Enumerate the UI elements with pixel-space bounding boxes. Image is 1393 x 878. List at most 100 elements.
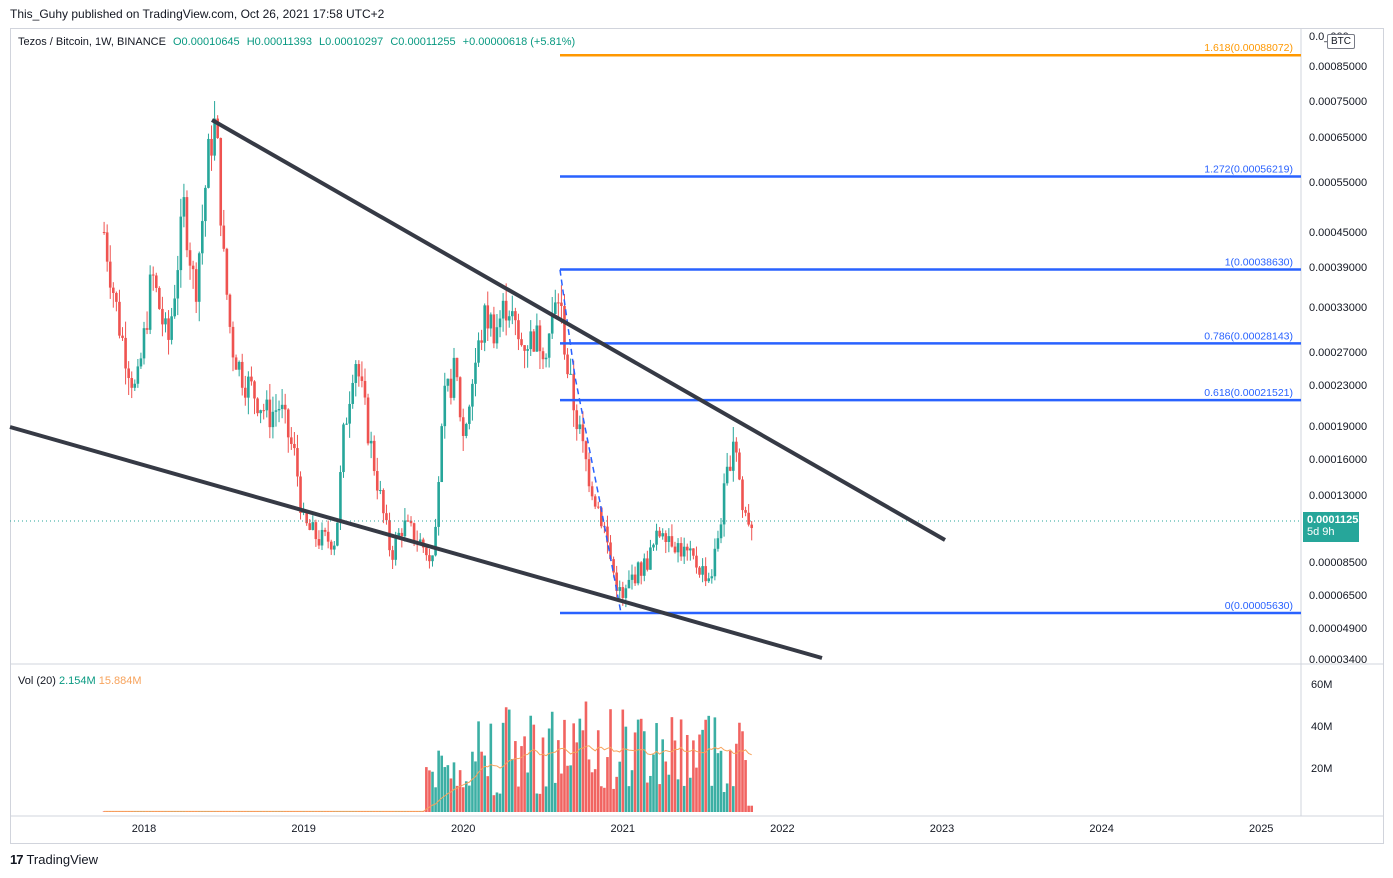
currency-badge[interactable]: BTC bbox=[1327, 34, 1355, 49]
volume-bar bbox=[704, 719, 707, 812]
volume-bar bbox=[504, 707, 508, 812]
candle-body bbox=[237, 361, 241, 370]
candle-body bbox=[698, 567, 701, 575]
candle-body bbox=[658, 530, 661, 537]
tradingview-logo-icon: 17 bbox=[10, 852, 24, 867]
candle-body bbox=[489, 314, 493, 329]
candle-body bbox=[191, 265, 195, 270]
volume-bar bbox=[661, 739, 664, 812]
price-axis: 0.0_0000.000850000.000750000.000650000.0… bbox=[1309, 31, 1367, 666]
candle-body bbox=[719, 524, 723, 539]
volume-bar bbox=[670, 717, 674, 812]
symbol-name[interactable]: Tezos / Bitcoin, 1W, BINANCE bbox=[18, 36, 166, 48]
candle-body bbox=[194, 269, 198, 302]
candle-body bbox=[372, 440, 376, 472]
volume-bar bbox=[685, 734, 689, 812]
candle-body bbox=[320, 529, 324, 546]
volume-bar bbox=[529, 715, 533, 812]
candle-body bbox=[332, 545, 336, 550]
volume-bar bbox=[692, 740, 695, 812]
price-axis-label: 0.00039000 bbox=[1309, 262, 1367, 274]
candle-body bbox=[357, 364, 361, 377]
price-axis-label: 0.00033000 bbox=[1309, 302, 1367, 314]
candle-body bbox=[639, 562, 643, 576]
candle-body bbox=[633, 574, 637, 584]
candle-body bbox=[250, 376, 253, 382]
candle-body bbox=[277, 408, 281, 411]
volume-bar bbox=[621, 709, 625, 812]
volume-bar bbox=[523, 736, 526, 812]
volume-layer bbox=[102, 701, 754, 812]
volume-bar bbox=[698, 734, 701, 812]
candle-body bbox=[268, 399, 272, 428]
price-axis-label: 0.00004900 bbox=[1309, 623, 1367, 635]
volume-bar bbox=[649, 775, 652, 812]
candle-body bbox=[652, 544, 655, 548]
candle-body bbox=[544, 357, 548, 360]
volume-bar bbox=[731, 786, 735, 812]
candle-body bbox=[240, 361, 244, 388]
candle-body bbox=[707, 578, 711, 582]
volume-bar bbox=[738, 722, 741, 812]
candle-body bbox=[164, 318, 167, 325]
candle-body bbox=[538, 325, 542, 352]
publish-info: This_Guhy published on TradingView.com, … bbox=[10, 7, 385, 21]
time-axis-label: 2024 bbox=[1089, 823, 1113, 835]
candle-body bbox=[578, 424, 582, 430]
candle-body bbox=[725, 466, 729, 484]
volume-bar bbox=[682, 785, 686, 812]
candle-body bbox=[689, 548, 692, 551]
candle-body bbox=[526, 349, 529, 351]
volume-bar bbox=[535, 793, 539, 812]
candle-body bbox=[142, 328, 146, 359]
candle-body bbox=[486, 305, 490, 329]
price-axis-label: 0.00006500 bbox=[1309, 590, 1367, 602]
candle-body bbox=[412, 523, 416, 542]
volume-label[interactable]: Vol (20) bbox=[18, 675, 56, 687]
candle-body bbox=[283, 404, 287, 410]
candle-body bbox=[308, 523, 312, 530]
brand-name: TradingView bbox=[26, 852, 99, 867]
candle-body bbox=[409, 520, 413, 524]
time-axis-label: 2018 bbox=[132, 823, 156, 835]
volume-bar bbox=[646, 782, 649, 812]
candle-body bbox=[369, 440, 373, 444]
volume-bar bbox=[600, 786, 603, 812]
price-axis-label: 0.00016000 bbox=[1309, 454, 1367, 466]
candle-body bbox=[176, 270, 180, 299]
candle-body bbox=[201, 221, 204, 254]
volume-bar bbox=[440, 755, 444, 812]
chart-frame[interactable] bbox=[10, 28, 1384, 844]
volume-bar bbox=[716, 753, 720, 812]
candle-body bbox=[612, 559, 615, 573]
candle-body bbox=[636, 562, 640, 584]
time-axis-label: 2025 bbox=[1249, 823, 1273, 835]
candle-body bbox=[354, 364, 358, 383]
candle-body bbox=[446, 378, 450, 386]
candle-body bbox=[207, 138, 210, 188]
candle-body bbox=[130, 378, 134, 388]
candle-body bbox=[655, 530, 658, 545]
candle-body bbox=[452, 357, 456, 398]
volume-axis-label: 40M bbox=[1311, 721, 1332, 733]
footer-brand[interactable]: 17 TradingView bbox=[10, 852, 98, 867]
price-axis-label: 0.00065000 bbox=[1309, 132, 1367, 144]
volume-bar bbox=[566, 765, 569, 812]
candle-body bbox=[606, 526, 609, 543]
candle-body bbox=[624, 588, 628, 598]
candle-body bbox=[563, 305, 566, 355]
change-value: +0.00000618 (+5.81%) bbox=[462, 36, 576, 48]
candle-body bbox=[231, 326, 235, 358]
volume-bar bbox=[553, 782, 557, 812]
volume-bar bbox=[673, 740, 677, 812]
volume-bar bbox=[544, 786, 548, 812]
volume-bar bbox=[728, 750, 732, 812]
candle-body bbox=[247, 376, 250, 398]
candle-body bbox=[225, 248, 229, 295]
candle-body bbox=[722, 483, 726, 525]
candle-body bbox=[182, 197, 186, 217]
candle-body bbox=[428, 555, 431, 562]
candle-body bbox=[483, 305, 486, 343]
bar-countdown: 5d 9h bbox=[1307, 526, 1335, 538]
